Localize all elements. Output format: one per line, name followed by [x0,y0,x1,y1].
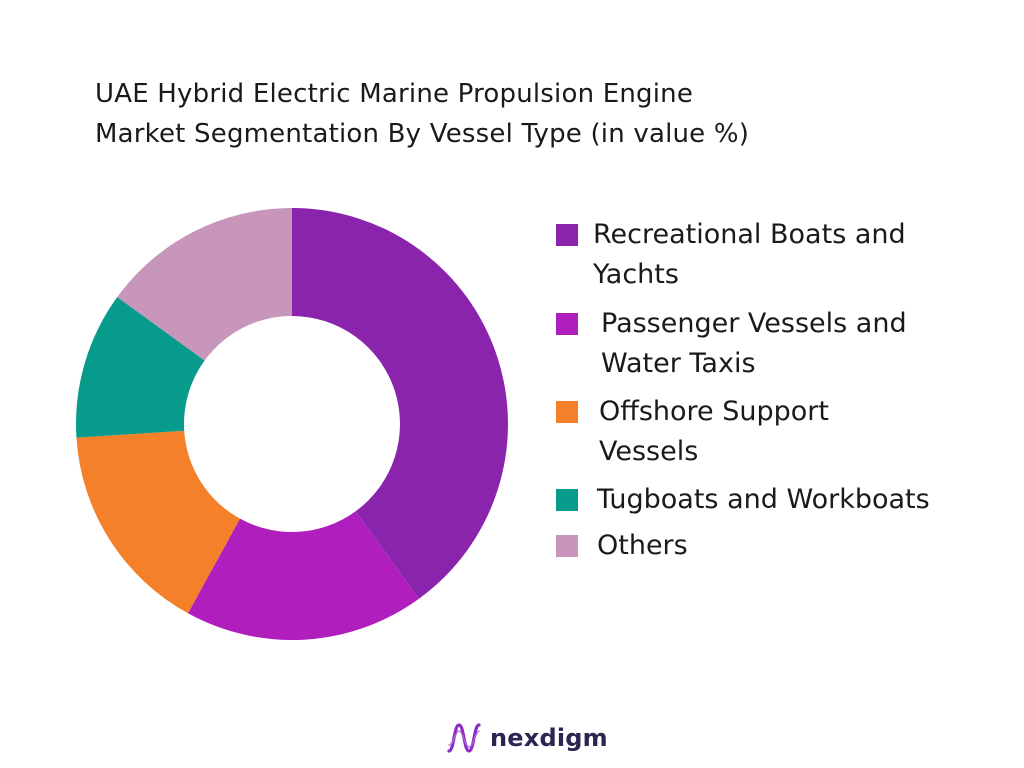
brand-logo: nexdigm [446,718,608,758]
donut-slice-passenger-vessels [187,511,419,640]
chart-title: UAE Hybrid Electric Marine Propulsion En… [95,74,915,154]
legend-swatch-tugboats-workboats [556,489,578,511]
donut-slice-recreational-boats [292,208,508,599]
donut-slice-tugboats-workboats [75,297,205,438]
legend-swatch-passenger-vessels [556,313,578,335]
donut-slice-others [117,208,293,361]
legend-label-others: Others [597,530,688,561]
brand-name: nexdigm [490,724,608,752]
donut-slice-offshore-support [76,430,240,614]
chart-title-line-1: UAE Hybrid Electric Marine Propulsion En… [95,79,694,109]
nexdigm-wave-icon [447,723,481,753]
legend-label-offshore-support: Offshore Support Vessels [599,396,829,467]
chart-title-line-2: Market Segmentation By Vessel Type (in v… [95,119,750,149]
legend-label-recreational-boats: Recreational Boats and Yachts [593,219,906,290]
legend-label-tugboats-workboats: Tugboats and Workboats [597,484,930,515]
legend-swatch-recreational-boats [556,224,578,246]
legend-swatch-offshore-support [556,401,578,423]
legend-label-passenger-vessels: Passenger Vessels and Water Taxis [601,308,907,379]
legend-swatch-others [556,535,578,557]
